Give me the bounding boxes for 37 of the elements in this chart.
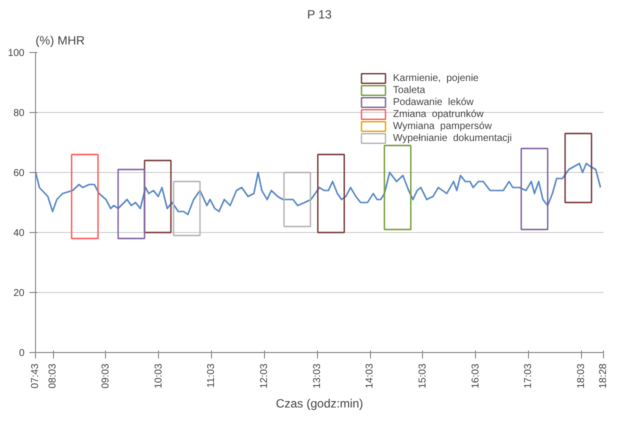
x-tick-label: 08:03 (48, 363, 59, 389)
y-tick-label: 20 (13, 288, 25, 299)
x-tick-label: 18:03 (576, 363, 587, 389)
y-axis-title: (%) MHR (36, 34, 86, 48)
x-tick-label: 13:03 (312, 363, 323, 389)
bar (564, 132, 592, 204)
x-tick-label: 10:03 (153, 363, 164, 389)
x-tick-label: 11:03 (206, 363, 218, 388)
bar (520, 148, 548, 230)
x-tick-label: 16:03 (470, 363, 482, 389)
x-tick-label: 14:03 (364, 363, 376, 389)
bar (70, 154, 99, 240)
x-tick-label: 17:03 (523, 363, 534, 389)
legend-label: Podawanie leków (393, 96, 474, 108)
bar (317, 154, 345, 234)
legend-label: Karmienie, pojenie (393, 72, 479, 84)
x-axis-title: Czas (godz:min) (276, 396, 364, 411)
y-tick-label: 100 (8, 48, 25, 59)
legend-label: Toaleta (393, 84, 426, 96)
y-tick-label: 0 (18, 348, 25, 359)
bar (384, 144, 412, 230)
x-tick-label: 15:03 (417, 363, 428, 389)
x-tick-label: 09:03 (100, 363, 112, 389)
chart-title: P 13 (307, 8, 332, 22)
bar (283, 172, 312, 228)
x-tick-label: 18:28 (598, 363, 609, 389)
legend-label: Wymiana pampersów (393, 120, 492, 132)
bar (117, 168, 146, 240)
x-tick-label: 07:43 (30, 363, 41, 389)
bar (172, 180, 201, 236)
y-tick-label: 40 (13, 228, 25, 239)
line-series (36, 162, 602, 216)
legend-label: Zmiana opatrunków (393, 108, 484, 120)
y-tick-label: 80 (13, 108, 25, 119)
legend-label: Wypełnianie dokumentacji (393, 132, 512, 144)
y-tick-label: 60 (13, 168, 25, 179)
x-tick-label: 12:03 (258, 363, 270, 389)
